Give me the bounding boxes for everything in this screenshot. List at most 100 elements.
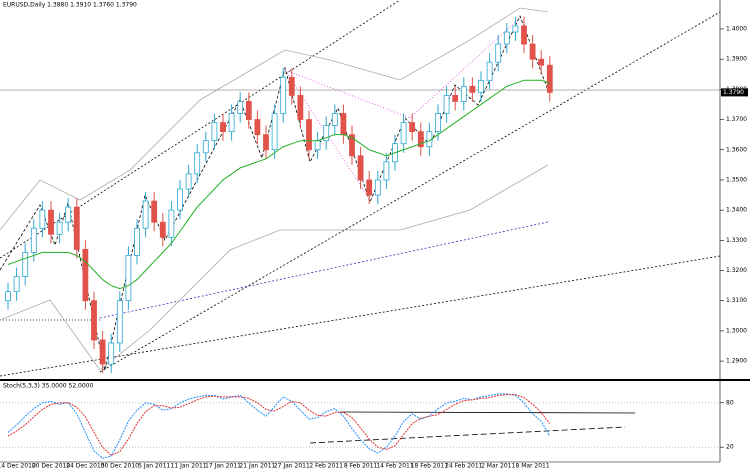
candle-body [99,339,106,365]
candle-body [486,61,493,81]
y-tick-label: 1.3000 [726,327,747,334]
candle-body [340,113,347,136]
x-tick-label: 2 Mar 2011 [481,463,515,470]
candle-body [452,95,459,102]
x-tick-label: 27 Jan 2011 [274,463,310,470]
candle-body [56,221,63,235]
channel-line [0,0,401,259]
candle-body [469,85,476,93]
candle-body [194,152,201,175]
candle-body [254,119,261,136]
candle-body [409,122,416,133]
candle-body [13,276,20,293]
chart-title: EURUSD,Daily 1.3880 1.3910 1.3760 1.3790 [3,2,137,9]
candle-body [5,291,11,302]
last-price-box [721,88,748,97]
x-tick-label: 18 Feb 2011 [411,463,449,470]
y-tick-label: 1.3300 [726,237,747,244]
y-tick-label: 1.3500 [726,176,747,183]
candle-body [116,300,123,344]
x-tick-label: 14 Dec 2010 [0,463,36,470]
candle-body [280,76,287,114]
candle-body [168,209,175,238]
candle-body [512,25,519,33]
annotations [0,0,721,444]
y-tick-label: 1.3100 [726,297,747,304]
x-tick-label: 5 Jan 2011 [138,463,170,470]
candle-body [159,221,166,238]
candle-body [417,131,424,148]
candle-body [177,188,183,211]
candle-body [306,119,312,151]
candle-body [546,64,553,93]
candle-body [349,134,355,157]
candle-body [125,255,132,302]
candle-body [297,95,304,120]
y-tick-label: 1.3700 [726,116,747,123]
candle-body [323,125,330,142]
indicator-line [7,394,551,456]
x-tick-label: 24 Feb 2011 [445,463,483,470]
x-tick-label: 14 Feb 2011 [376,463,414,470]
candle-body [22,252,29,277]
candle-body [185,173,192,190]
candle-body [73,206,80,250]
x-tick-label: 24 Dec 2010 [66,463,105,470]
candle-body [220,122,226,133]
x-tick-label: 8 Feb 2011 [344,463,378,470]
candle-body [495,43,502,63]
trend-line [309,426,626,444]
x-tick-label: 21 Jan 2011 [239,463,275,470]
trend-line [99,221,549,319]
candle-body [142,200,149,229]
candle-body [460,85,467,102]
candle-body [400,122,407,145]
trend-line [284,69,411,119]
y-tick-label: 20 [726,444,734,451]
candle-body [108,342,115,365]
candle-body [314,140,321,151]
candle-body [443,95,450,114]
indicator-line [7,79,550,290]
indicator-title: Stoch(5,3,3) 35.0000 52.0000 [3,383,94,390]
x-tick-label: 2 Feb 2011 [309,463,343,470]
y-tick-label: 1.2900 [726,358,747,365]
y-tick-label: 1.4000 [726,25,747,32]
candle-body [383,161,390,181]
indicator-line [7,393,551,459]
candle-body [211,122,218,142]
y-tick-label: 1.3600 [726,146,747,153]
candle-body [202,140,209,154]
candle-body [91,300,97,341]
candle-body [331,113,338,126]
channel-line [99,11,721,373]
x-tick-label: 8 Mar 2011 [515,463,549,470]
y-tick-label: 1.3900 [726,56,747,63]
candle-body [366,179,373,196]
trend-line [339,411,636,414]
candle-body [271,113,278,151]
candle-body [237,101,244,114]
x-tick-label: 17 Jan 2011 [205,463,241,470]
x-tick-label: 20 Dec 2010 [32,463,71,470]
envelope [0,7,549,231]
candle-body [30,227,37,253]
candle-body [82,248,89,302]
zigzag [0,14,549,371]
candle-body [48,209,54,235]
candle-body [65,206,72,223]
y-tick-label: 80 [726,399,734,406]
trend-line [284,69,371,201]
trend-line [409,17,521,119]
candle-body [228,113,235,133]
candle-body [151,200,158,223]
candle-body [529,43,536,60]
candle-body [435,113,441,133]
candle-body [288,76,295,96]
candle-body [245,101,252,120]
y-tick-label: 1.3200 [726,267,747,274]
candle-body [538,58,545,66]
candle-body [39,209,46,229]
